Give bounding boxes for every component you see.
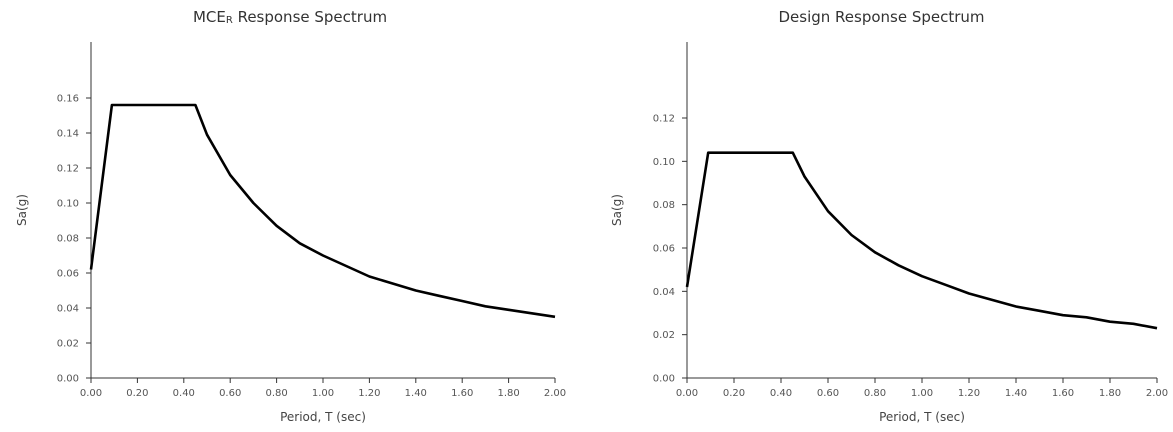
mce-response-spectrum-chart: MCER Response Spectrum 0.00 0.02 0.04 0.06 0… — [0, 0, 580, 432]
chart-title-main: MCE — [192, 8, 226, 26]
x-tick-label: 0.60 — [219, 388, 241, 399]
x-tick-label: 1.40 — [1005, 388, 1027, 399]
chart-plot-area: 0.00 0.02 0.04 0.06 0.08 0.10 0.12 0.00 0.20 0.40… — [610, 42, 1168, 424]
x-tick-label: 2.00 — [544, 388, 566, 399]
y-tick-label: 0.12 — [57, 164, 79, 175]
y-tick-label: 0.00 — [57, 374, 79, 385]
chart-title: MCER Response Spectrum — [0, 8, 580, 26]
x-tick-label: 1.20 — [958, 388, 980, 399]
x-tick-label: 0.20 — [126, 388, 148, 399]
x-tick-label: 0.00 — [676, 388, 698, 399]
x-tick-label: 0.80 — [864, 388, 886, 399]
y-axis-label: Sa(g) — [610, 194, 624, 226]
y-tick-label: 0.06 — [653, 244, 675, 255]
x-axis-label: Period, T (sec) — [879, 410, 965, 424]
y-tick-label: 0.04 — [653, 287, 675, 298]
y-tick-label: 0.08 — [57, 234, 79, 245]
spectrum-curve — [89, 103, 556, 319]
x-tick-label: 1.60 — [1052, 388, 1074, 399]
y-tick-label: 0.00 — [653, 374, 675, 385]
y-axis-label: Sa(g) — [15, 194, 29, 226]
x-tick-label: 0.20 — [723, 388, 745, 399]
chart-title-rest: Response Spectrum — [232, 8, 388, 26]
y-tick-label: 0.16 — [57, 94, 79, 105]
y-tick-label: 0.04 — [57, 304, 79, 315]
x-tick-label: 0.80 — [265, 388, 287, 399]
x-tick-label: 1.60 — [451, 388, 473, 399]
x-tick-label: 0.60 — [817, 388, 839, 399]
chart-plot-area: 0.00 0.02 0.04 0.06 0.08 0.10 0.12 0.14 0.16 0.00… — [15, 42, 566, 424]
x-tick-label: 1.80 — [497, 388, 519, 399]
x-tick-label: 1.20 — [358, 388, 380, 399]
x-tick-label: 1.40 — [405, 388, 427, 399]
y-tick-label: 0.12 — [653, 114, 675, 125]
y-tick-label: 0.10 — [653, 157, 675, 168]
y-tick-label: 0.02 — [57, 339, 79, 350]
x-tick-label: 1.80 — [1099, 388, 1121, 399]
x-tick-label: 2.00 — [1146, 388, 1168, 399]
x-axis-label: Period, T (sec) — [280, 410, 366, 424]
y-tick-label: 0.02 — [653, 330, 675, 341]
y-tick-label: 0.08 — [653, 200, 675, 211]
design-response-spectrum-chart: Design Response Spectrum 0.00 0.02 0.04 0.0… — [590, 0, 1173, 432]
y-tick-label: 0.06 — [57, 269, 79, 280]
y-tick-label: 0.14 — [57, 129, 79, 140]
chart-title: Design Response Spectrum — [778, 8, 985, 26]
chart-title-subscript: R — [225, 15, 233, 26]
x-tick-label: 1.00 — [911, 388, 933, 399]
y-tick-label: 0.10 — [57, 199, 79, 210]
x-tick-label: 0.40 — [770, 388, 792, 399]
x-tick-label: 0.00 — [80, 388, 102, 399]
x-tick-label: 0.40 — [173, 388, 195, 399]
spectrum-curve — [685, 151, 1158, 330]
x-tick-label: 1.00 — [312, 388, 334, 399]
